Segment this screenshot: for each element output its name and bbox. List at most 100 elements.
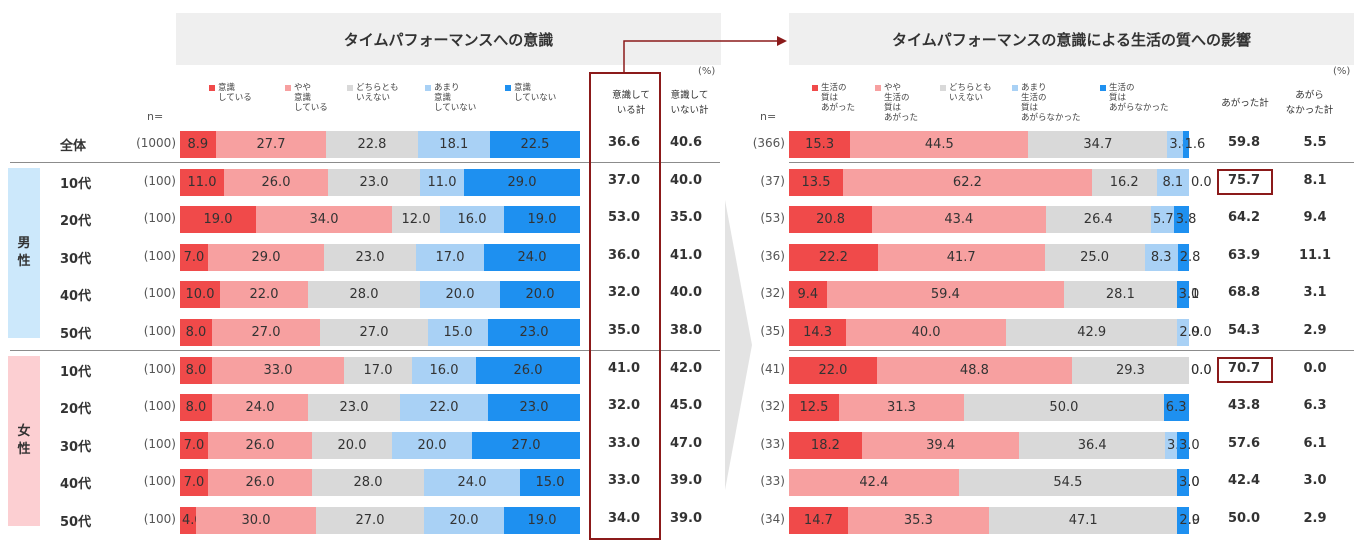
row-label: 30代 [60,251,92,267]
right-bar-value-label: 50.0 [1049,400,1079,416]
right-bar-segment: 3.0 [1164,431,1188,459]
left-bar-value-label: 26.0 [245,475,275,491]
left-bar-segment: 34.0 [256,206,392,234]
left-bar-value-label: 11.0 [427,174,457,190]
left-bar-value-label: 22.8 [357,137,387,152]
left-bar-segment: 23.0 [324,243,416,271]
left-bar-value-label: 16.0 [457,212,487,228]
left-sum-positive: 41.0 [607,360,641,376]
left-bar-segment: 30.0 [196,507,316,534]
left-bar-segment: 20.0 [312,431,392,459]
left-bar-value-label: 15.0 [535,475,565,491]
left-sum-negative: 40.0 [669,172,703,188]
right-bar-segment: 8.1 [1156,168,1189,196]
left-sum-negative: 38.0 [669,323,703,338]
right-bar-segment: 2.9 [1177,319,1200,346]
separator-total [10,162,720,163]
right-bar-segment: 2.9 [1177,507,1200,534]
left-bar-value-label: 22.0 [429,400,459,416]
row-label: 全体 [60,139,87,154]
row-label: 20代 [60,214,92,230]
right-bar-segment: 36.4 [1019,431,1165,459]
left-bar-segment: 23.0 [488,319,580,346]
right-bar-segment: 6.3 [1163,394,1189,422]
left-sum-positive: 32.0 [607,285,641,301]
right-n-value: (33) [760,474,785,489]
right-bar-value-label: 2.9 [1179,325,1201,340]
right-bar-value-label: 6.3 [1165,400,1187,416]
left-n-value: (100) [143,512,176,526]
left-n-value: (100) [143,211,176,226]
left-bar-value-label: 27.0 [511,437,541,453]
right-sum-negative: 6.1 [1303,435,1327,451]
right-bar: 22.2 41.7 25.0 8.3 2.8 [789,243,1200,271]
right-n-value: (32) [760,286,785,301]
right-bar-segment: 29.3 [1071,356,1189,384]
right-n-value: (37) [760,173,785,188]
left-bar-value-label: 22.0 [249,287,279,303]
left-bar-value-label: 27.0 [251,325,281,340]
left-bar-value-label: 20.0 [525,287,555,303]
right-n-value: (32) [760,399,785,414]
right-bar-value-label: 0.0 [1190,362,1212,378]
right-bar-segment: 2.8 [1177,243,1200,271]
right-legend-swatch [1012,85,1018,91]
right-sum-positive: 59.8 [1227,135,1261,150]
left-bar-value-label: 33.0 [263,362,293,378]
right-bar-value-label: 8.1 [1162,174,1184,190]
left-sum-positive: 53.0 [607,210,641,226]
right-bar-segment: 62.2 [843,168,1092,196]
separator-gender-right [789,350,1354,351]
left-bar-segment: 22.0 [400,394,488,422]
right-bar-value-label: 0.0 [1190,174,1212,190]
right-bar-segment: 41.7 [877,243,1045,271]
right-sum-negative: 0.0 [1303,360,1327,376]
left-sum-negative-header: 意識して いない計 [670,90,709,116]
left-bar-segment: 18.1 [417,131,490,158]
right-bar: 12.531.350.00.06.3 [789,394,1189,422]
left-bar-value-label: 26.0 [245,437,275,453]
left-bar-segment: 20.0 [392,431,472,459]
left-bar: 4.0 30.0 27.0 20.0 19.0 [180,507,580,534]
left-legend-label: あまり 意識 していない [434,83,477,113]
left-bar-value-label: 27.0 [359,325,389,340]
left-legend-label: 意識 していない [514,83,557,103]
left-n-value: (100) [143,173,176,188]
left-bar-segment: 26.0 [476,356,580,384]
left-percent-label: (%) [698,66,716,77]
right-sum-positive: 68.8 [1227,285,1261,301]
left-sum-positive: 32.0 [607,398,641,414]
left-bar-segment: 20.0 [500,281,580,309]
right-percent-label: (%) [1333,66,1351,77]
left-bar-segment: 7.0 [180,431,208,459]
left-bar: 8.0 24.0 23.0 22.0 23.0 [180,394,580,422]
left-bar-value-label: 28.0 [353,475,383,491]
right-bar-value-label: 42.9 [1077,325,1107,340]
left-sum-positive: 34.0 [607,511,641,526]
left-bar-value-label: 8.9 [187,137,209,152]
row-label: 30代 [60,439,92,455]
left-bar: 10.0 22.0 28.0 20.0 20.0 [180,281,580,309]
left-n-value: (100) [143,361,176,376]
right-n-value: (366) [752,136,785,150]
left-bar-value-label: 23.0 [519,400,549,416]
left-bar-value-label: 11.0 [187,174,217,190]
right-legend-swatch [812,85,818,91]
right-sum-positive: 42.4 [1227,473,1261,489]
left-bar-value-label: 17.0 [363,362,393,378]
left-bar-segment: 20.0 [424,507,504,534]
left-bar-segment: 24.0 [212,394,308,422]
left-bar-value-label: 20.0 [337,437,367,453]
right-sum-positive: 70.7 [1227,360,1261,376]
left-bar-value-label: 23.0 [519,325,549,340]
right-legend-label: 生活の 質は あがった [821,83,856,113]
left-bar-segment: 27.0 [472,431,580,459]
left-sum-positive: 33.0 [607,435,641,451]
left-bar-segment: 27.0 [316,507,424,534]
right-bar-value-label: 3.1 [1178,287,1200,303]
highlight-left-sum-column [589,72,661,540]
left-bar-value-label: 8.0 [185,325,207,340]
left-bar-segment: 33.0 [212,356,344,384]
right-bar-segment: 20.8 [789,206,873,234]
right-bar-value-label: 8.3 [1150,249,1172,265]
